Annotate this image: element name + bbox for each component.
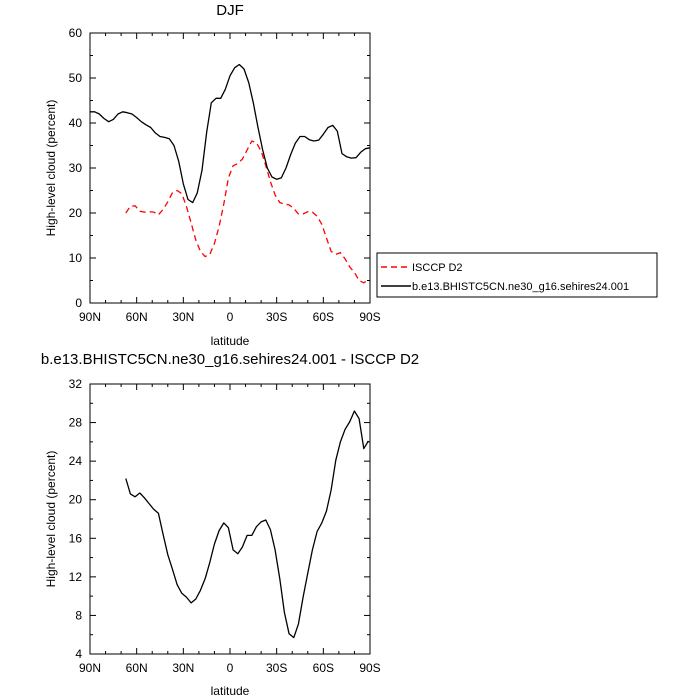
bottom-series-layer [125, 410, 369, 639]
bottom-plot-frame [89, 383, 371, 655]
bottom-series-line-0 [125, 410, 369, 639]
legend-label-model: b.e13.BHISTC5CN.ne30_g16.sehires24.001 [412, 281, 629, 293]
legend-box [376, 252, 658, 298]
legend-label-isccp: ISCCP D2 [412, 262, 463, 274]
top-y-tick-label: 30 [69, 161, 83, 175]
bottom-x-tick-label: 60S [313, 661, 334, 675]
bottom-tick-layer: 90N 60N 30N 0 30S 60S 90S 4 8 12 16 20 24 28 32 [69, 377, 381, 675]
top-y-tick-label: 10 [69, 251, 83, 265]
top-x-tick-label: 30N [172, 310, 194, 324]
top-x-tick-label: 60S [313, 310, 334, 324]
top-y-tick-label: 60 [69, 26, 83, 40]
top-y-axis-label: High-level cloud (percent) [44, 100, 58, 237]
bottom-y-tick-label: 24 [69, 454, 83, 468]
top-series-line-1 [90, 63, 371, 204]
top-y-tick-label: 0 [75, 296, 82, 310]
top-panel: DJF 90N 60N 30N 0 30S 60S 90S 0 10 20 30 40 50 60 lat… [44, 2, 381, 348]
top-series-layer [90, 63, 371, 284]
top-x-tick-label: 90S [359, 310, 380, 324]
bottom-x-tick-label: 30N [172, 661, 194, 675]
bottom-x-tick-label: 90S [359, 661, 380, 675]
top-y-tick-label: 20 [69, 206, 83, 220]
bottom-y-tick-label: 16 [69, 531, 83, 545]
bottom-chart-title: b.e13.BHISTC5CN.ne30_g16.sehires24.001 -… [41, 351, 419, 368]
top-x-axis-label: latitude [211, 334, 250, 348]
bottom-y-tick-label: 20 [69, 493, 83, 507]
bottom-y-tick-label: 4 [75, 647, 82, 661]
legend: ISCCP D2 b.e13.BHISTC5CN.ne30_g16.sehire… [376, 252, 658, 298]
bottom-y-tick-label: 12 [69, 570, 83, 584]
top-y-tick-label: 50 [69, 71, 83, 85]
bottom-x-tick-label: 60N [126, 661, 148, 675]
top-tick-layer: 90N 60N 30N 0 30S 60S 90S 0 10 20 30 40 50 60 [69, 26, 381, 324]
bottom-y-tick-label: 28 [69, 416, 83, 430]
top-x-tick-label: 30S [266, 310, 287, 324]
top-plot-frame [89, 32, 371, 304]
bottom-x-tick-label: 30S [266, 661, 287, 675]
top-x-tick-label: 90N [79, 310, 101, 324]
bottom-panel: b.e13.BHISTC5CN.ne30_g16.sehires24.001 -… [41, 351, 419, 698]
top-x-tick-label: 60N [126, 310, 148, 324]
bottom-x-axis-label: latitude [211, 684, 250, 698]
bottom-x-tick-label: 0 [227, 661, 234, 675]
bottom-y-tick-label: 32 [69, 377, 83, 391]
top-x-tick-label: 0 [227, 310, 234, 324]
top-series-line-0 [125, 140, 369, 284]
top-y-tick-label: 40 [69, 116, 83, 130]
bottom-y-axis-label: High-level cloud (percent) [44, 451, 58, 588]
bottom-y-tick-label: 8 [75, 608, 82, 622]
bottom-x-tick-label: 90N [79, 661, 101, 675]
top-chart-title: DJF [216, 2, 244, 19]
